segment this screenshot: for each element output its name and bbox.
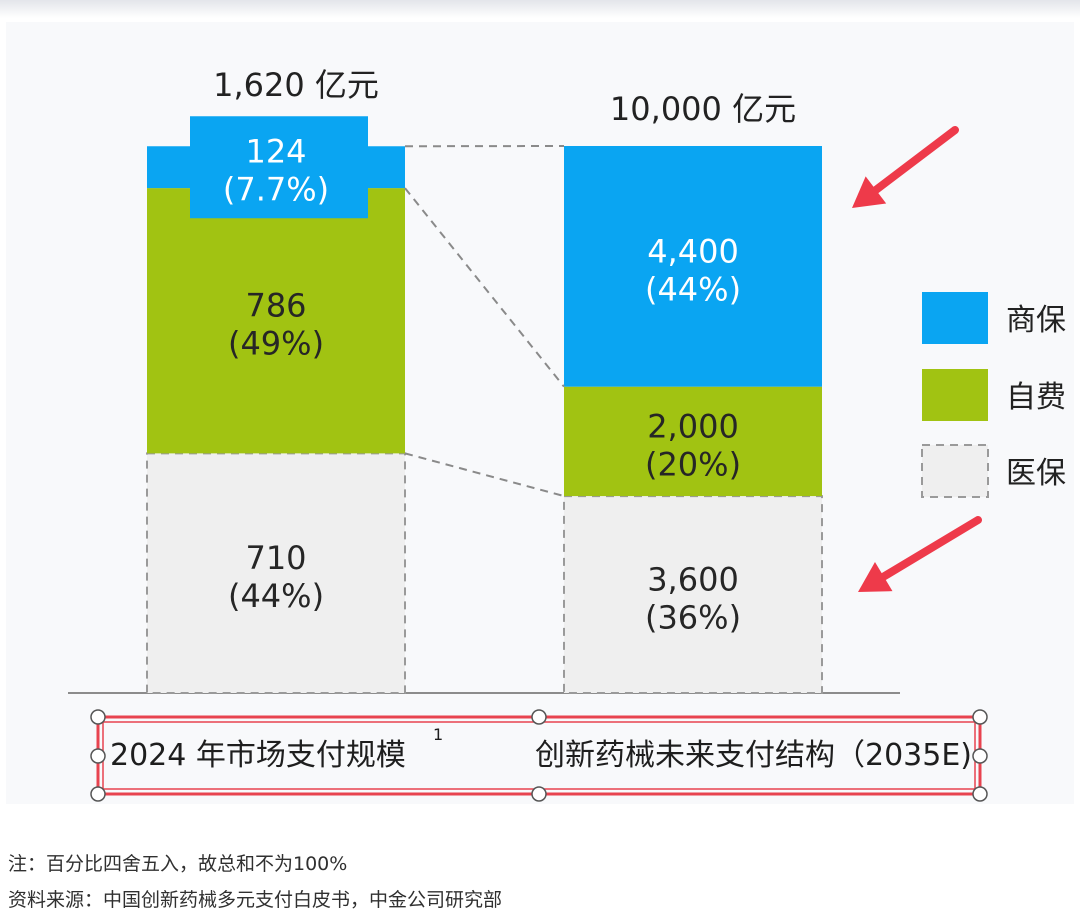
bar-1-share-label-商保: (7.7%) — [223, 170, 329, 208]
bar-2-share-label-医保: (36%) — [645, 599, 741, 637]
bar-2-total-label: 10,000 亿元 — [610, 90, 796, 128]
selection-handle-4[interactable] — [91, 749, 105, 763]
bar-2-share-label-自费: (20%) — [645, 445, 741, 483]
legend-swatch-医保 — [922, 445, 988, 497]
bar-1-value-label-医保: 710 — [245, 539, 306, 577]
bar-2-value-label-医保: 3,600 — [647, 561, 739, 599]
bar-1-value-label-商保: 124 — [245, 132, 306, 170]
legend-label-医保: 医保 — [1006, 456, 1066, 491]
selection-handle-6[interactable] — [91, 787, 105, 801]
bar-2-share-label-商保: (44%) — [645, 270, 741, 308]
bar-2-value-label-商保: 4,400 — [647, 232, 739, 270]
connector-line-3 — [405, 453, 564, 496]
bar-1-share-label-自费: (49%) — [228, 325, 324, 363]
chart-notes: 注：百分比四舍五入，故总和不为100% 资料来源：中国创新药械多元支付白皮书，中… — [8, 846, 502, 918]
legend-swatch-商保 — [922, 292, 988, 344]
rounding-note: 注：百分比四舍五入，故总和不为100% — [8, 846, 502, 882]
annotation-arrow-top-shaft — [876, 130, 955, 190]
legend-swatch-自费 — [922, 369, 988, 421]
legend-label-自费: 自费 — [1006, 380, 1066, 415]
category-label-1: 2024 年市场支付规模 — [110, 738, 406, 773]
annotation-arrow-bottom-shaft — [884, 520, 978, 577]
bar-2-value-label-自费: 2,000 — [647, 407, 739, 445]
bar-1-total-label: 1,620 亿元 — [213, 66, 379, 104]
connector-line-2 — [405, 188, 564, 387]
legend-label-商保: 商保 — [1006, 303, 1066, 338]
category-label-2: 创新药械未来支付结构（2035E) — [535, 738, 972, 773]
selection-handle-8[interactable] — [973, 787, 987, 801]
source-note: 资料来源：中国创新药械多元支付白皮书，中金公司研究部 — [8, 882, 502, 918]
category-footnote-marker: 1 — [433, 725, 443, 744]
selection-handle-5[interactable] — [973, 749, 987, 763]
bar-1-value-label-自费: 786 — [245, 287, 306, 325]
bar-1-share-label-医保: (44%) — [228, 577, 324, 615]
selection-handle-7[interactable] — [532, 787, 546, 801]
selection-handle-1[interactable] — [91, 710, 105, 724]
selection-handle-2[interactable] — [532, 710, 546, 724]
selection-handle-3[interactable] — [973, 710, 987, 724]
